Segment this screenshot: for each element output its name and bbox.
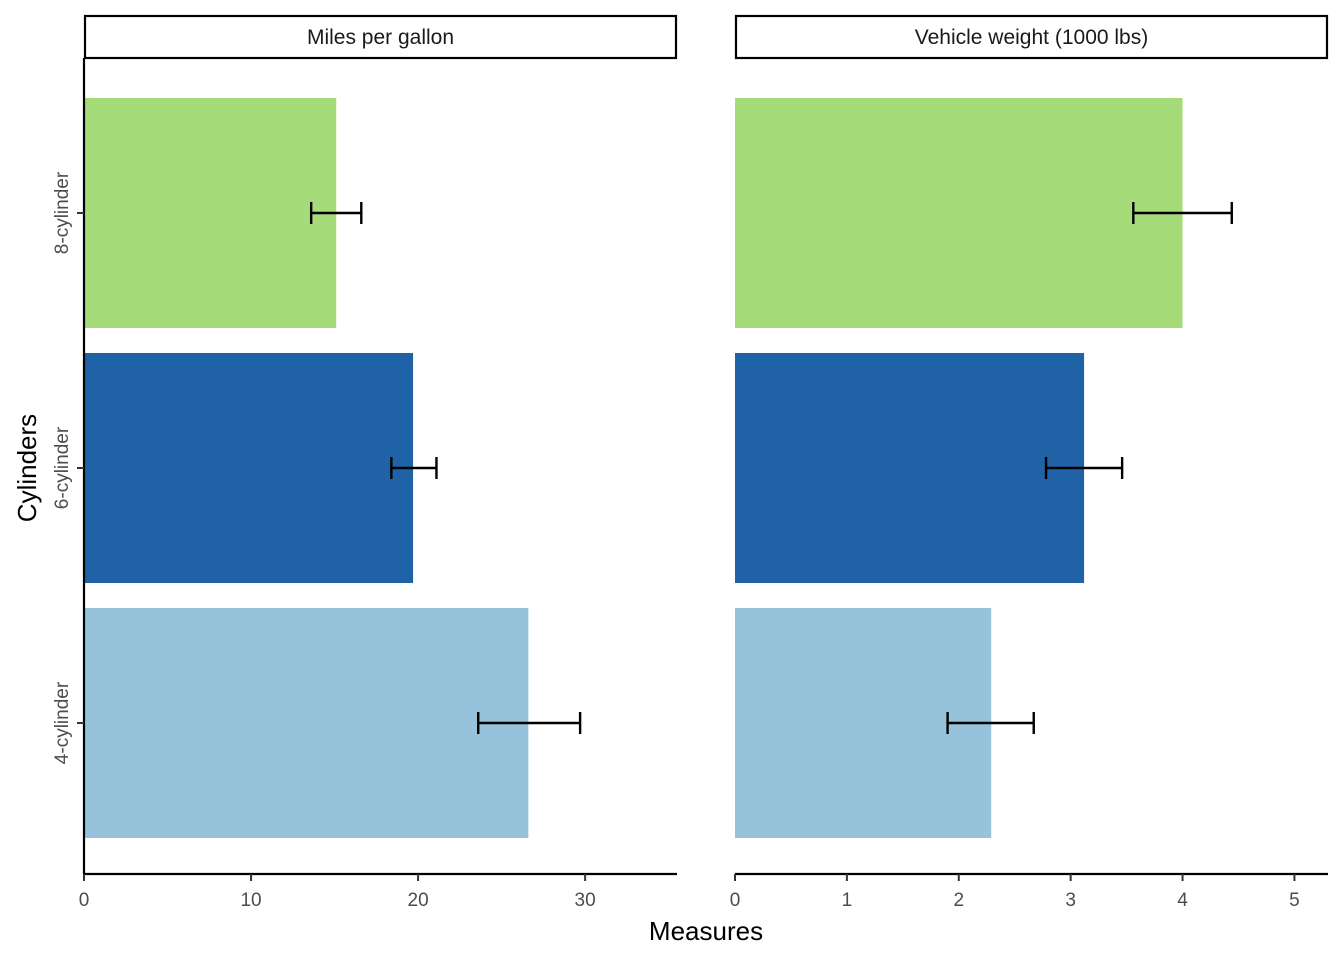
x-tick-label: 1 [842, 890, 853, 911]
y-category-labels: 8-cylinder 6-cylinder 4-cylinder [52, 171, 84, 764]
y-axis-title: Cylinders [12, 414, 42, 522]
bar-4-cylinder [84, 608, 529, 838]
facet-strip-title: Vehicle weight (1000 lbs) [915, 26, 1148, 49]
y-tick-label-4-cylinder: 4-cylinder [52, 681, 73, 764]
x-axis-title: Measures [649, 916, 763, 946]
bar-8-cylinder [735, 98, 1183, 328]
x-tick-label: 2 [953, 890, 964, 911]
bar-6-cylinder [735, 353, 1085, 583]
x-tick-label: 4 [1177, 890, 1188, 911]
error-bar-6-cylinder [390, 457, 438, 479]
y-tick-label-6-cylinder: 6-cylinder [52, 426, 73, 509]
error-bar-6-cylinder [1044, 457, 1124, 479]
x-tick-label: 0 [730, 890, 741, 911]
error-bar-4-cylinder [477, 712, 582, 734]
facet-strip-title: Miles per gallon [307, 26, 454, 49]
x-tick-label: 10 [240, 890, 261, 911]
facet-strip [83, 14, 678, 60]
error-bar-8-cylinder [1132, 202, 1233, 224]
panel-1: Miles per gallon 0 10 20 30 [79, 14, 678, 911]
y-tick-label-8-cylinder: 8-cylinder [52, 171, 73, 254]
x-tick-label: 3 [1065, 890, 1076, 911]
panel-2: Vehicle weight (1000 lbs) 0 1 2 3 4 5 [730, 14, 1329, 911]
x-tick-label: 20 [408, 890, 429, 911]
x-tick-label: 5 [1289, 890, 1300, 911]
error-bar-8-cylinder [309, 202, 363, 224]
error-bar-4-cylinder [946, 712, 1035, 734]
x-tick-label: 30 [575, 890, 596, 911]
bar-6-cylinder [84, 353, 414, 583]
facet-strip [734, 14, 1329, 60]
x-tick-label: 0 [79, 890, 90, 911]
bar-8-cylinder [84, 98, 337, 328]
